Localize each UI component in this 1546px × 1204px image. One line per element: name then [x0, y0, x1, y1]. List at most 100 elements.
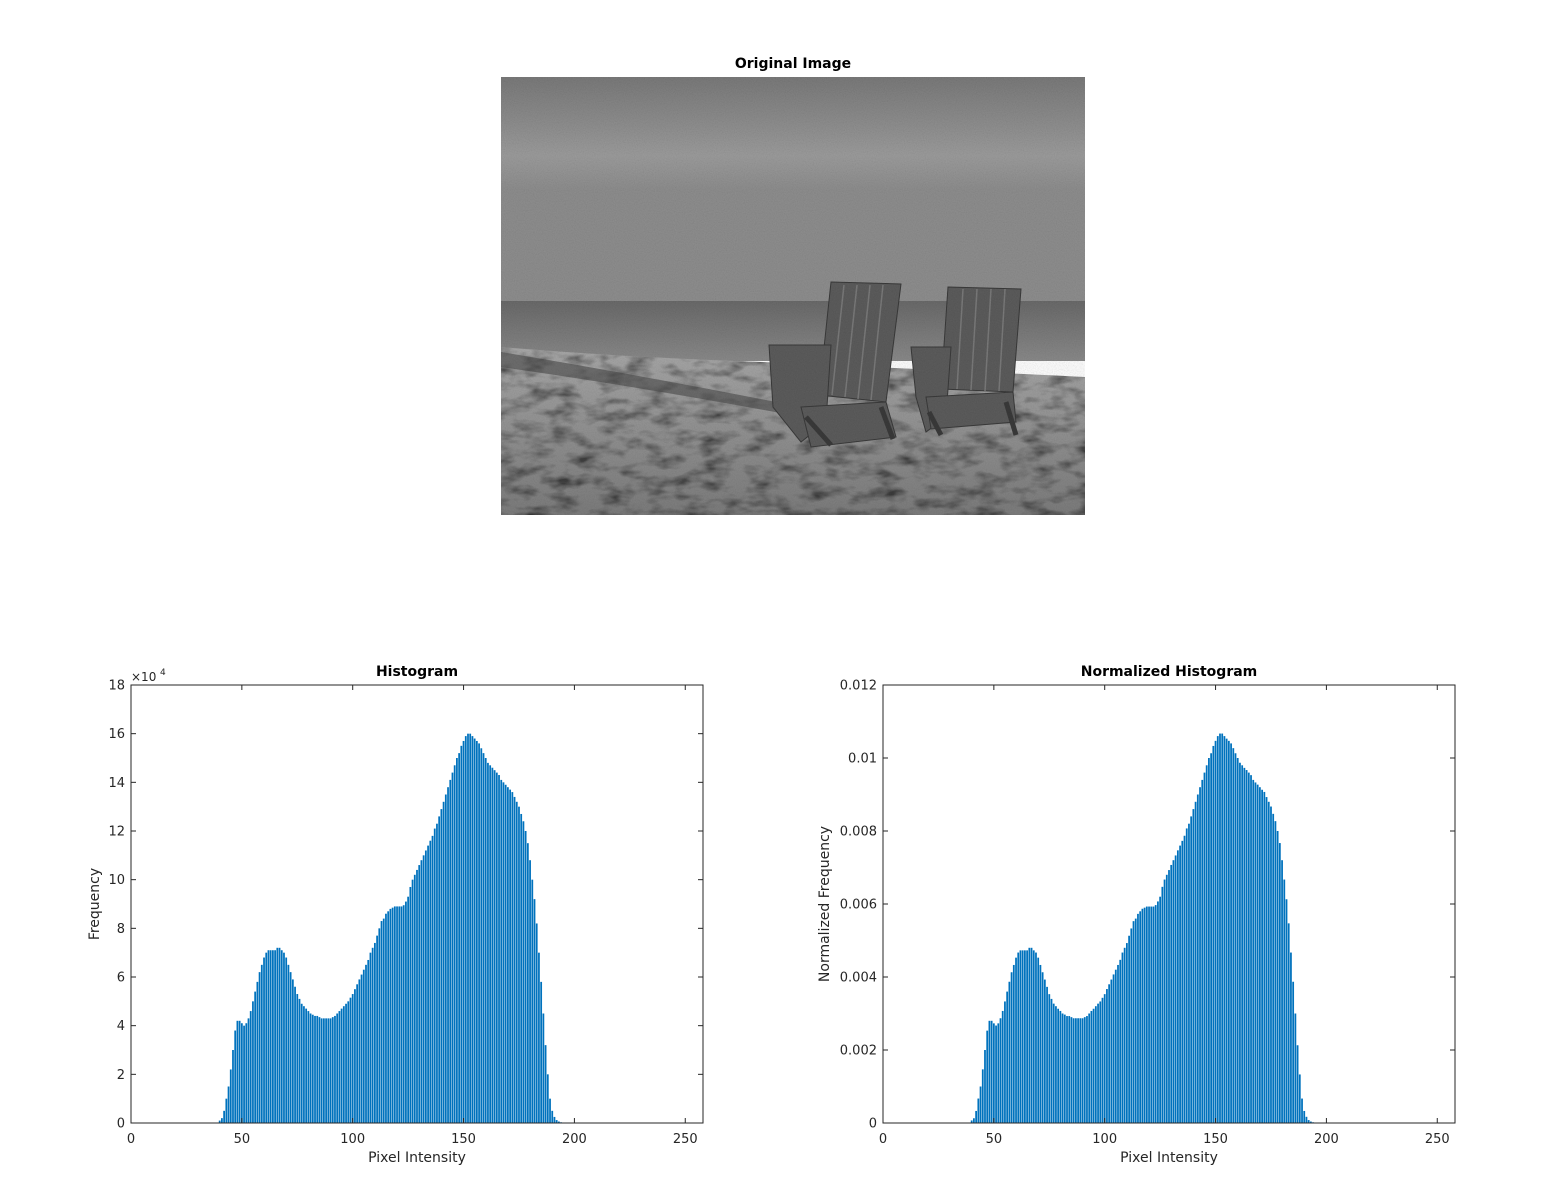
histogram-xtick-label: 250 — [673, 1132, 698, 1147]
normalized-histogram-bar — [1219, 733, 1221, 1123]
histogram-bar — [518, 806, 520, 1123]
histogram-bar — [473, 738, 476, 1123]
normalized-histogram-bar — [988, 1020, 991, 1123]
histogram-bar — [409, 886, 412, 1123]
histogram-bar — [360, 974, 363, 1123]
normalized-histogram-bar — [970, 1120, 973, 1123]
histogram-bar — [396, 906, 398, 1123]
normalized-histogram-bar — [1019, 950, 1022, 1123]
histogram-bar — [236, 1020, 239, 1123]
normalized-histogram-bar — [977, 1098, 980, 1123]
histogram-bar — [378, 928, 381, 1123]
normalized-histogram-bar — [1050, 998, 1053, 1123]
histogram-bar — [551, 1110, 554, 1123]
histogram-bar — [416, 869, 418, 1123]
histogram-bar — [267, 950, 270, 1123]
normalized-histogram-bar — [1068, 1016, 1071, 1123]
normalized-histogram-bar — [1192, 809, 1195, 1123]
normalized-histogram-bar — [1083, 1017, 1086, 1123]
normalized-histogram-bar — [1112, 974, 1115, 1123]
histogram-bar — [427, 845, 429, 1123]
histogram-bar — [283, 952, 285, 1123]
histogram-ytick-label: 6 — [117, 971, 125, 986]
histogram-bar — [305, 1008, 308, 1123]
histogram-bar — [413, 874, 416, 1123]
histogram-bar — [456, 758, 458, 1123]
histogram-bar — [478, 743, 480, 1123]
normalized-histogram-bar — [1281, 860, 1283, 1123]
normalized-histogram-bar — [1243, 767, 1246, 1123]
histogram-bar — [489, 765, 492, 1123]
normalized-histogram-bar — [1190, 816, 1193, 1123]
normalized-histogram-bar — [1041, 972, 1044, 1123]
normalized-histogram-bar — [1254, 782, 1257, 1123]
histogram-ytick-label: 14 — [108, 776, 125, 791]
histogram-bar — [373, 942, 376, 1123]
normalized-histogram-bar — [1001, 1010, 1004, 1123]
histogram-bar — [303, 1006, 305, 1123]
histogram-bar — [436, 823, 438, 1123]
normalized-histogram-bar — [1181, 840, 1184, 1123]
normalized-histogram-ylabel: Normalized Frequency — [817, 826, 833, 982]
normalized-histogram-bar — [1021, 950, 1024, 1123]
normalized-histogram-bar — [1145, 906, 1148, 1123]
histogram-bar — [238, 1020, 241, 1123]
normalized-histogram-bar — [1161, 886, 1164, 1123]
normalized-histogram-bar — [1154, 905, 1157, 1123]
normalized-histogram-bar — [1296, 1045, 1299, 1123]
normalized-histogram-bar — [1012, 964, 1015, 1123]
histogram-bar — [349, 997, 352, 1123]
histogram-bar — [256, 981, 259, 1123]
histogram-bar — [269, 950, 272, 1123]
histogram-bar — [480, 748, 483, 1123]
normalized-histogram-xtick-label: 150 — [1203, 1132, 1228, 1147]
normalized-histogram-bar — [1232, 748, 1235, 1123]
normalized-histogram-bar — [1172, 860, 1175, 1123]
normalized-histogram-bar — [992, 1023, 995, 1123]
histogram-bar — [285, 957, 288, 1123]
histogram-bar — [495, 772, 498, 1123]
normalized-histogram-bar — [1245, 770, 1248, 1123]
normalized-histogram-bar — [1130, 928, 1133, 1123]
histogram-bar — [232, 1050, 234, 1123]
histogram-bar — [422, 855, 425, 1123]
histogram-xtick-label: 200 — [562, 1132, 587, 1147]
histogram-bar — [467, 733, 469, 1123]
normalized-histogram-bar — [1121, 952, 1124, 1123]
normalized-histogram-bar — [1006, 991, 1009, 1123]
histogram-xtick-label: 50 — [234, 1132, 251, 1147]
histogram-bar — [325, 1018, 327, 1123]
histogram-bar — [320, 1018, 323, 1123]
histogram-bar — [418, 865, 421, 1123]
normalized-histogram-ytick-label: 0.006 — [840, 898, 877, 913]
beach-photo — [501, 77, 1085, 515]
histogram-bar — [533, 899, 536, 1123]
normalized-histogram-bar — [1077, 1018, 1079, 1123]
histogram-bar — [225, 1098, 228, 1123]
histogram-bar — [265, 952, 268, 1123]
normalized-histogram-bar — [1086, 1016, 1088, 1123]
histogram-bar — [316, 1015, 319, 1123]
histogram-bar — [440, 809, 443, 1123]
histogram-title: Histogram — [375, 664, 459, 680]
histogram-bar — [338, 1011, 341, 1123]
histogram-bar — [385, 913, 387, 1123]
histogram-bar — [260, 964, 263, 1123]
normalized-histogram-bar — [1137, 913, 1139, 1123]
normalized-histogram-bar — [1174, 855, 1177, 1123]
normalized-histogram-xtick-label: 0 — [879, 1132, 887, 1147]
normalized-histogram-bar — [1287, 923, 1290, 1123]
histogram-bar — [323, 1018, 325, 1123]
histogram-bar — [276, 947, 279, 1123]
normalized-histogram-bar — [1141, 908, 1144, 1123]
histogram-ytick-label: 2 — [117, 1068, 125, 1083]
normalized-histogram-bar — [979, 1086, 982, 1123]
histogram-axes: 0 50 100 150 200 250 0 2 4 6 8 10 12 14 16 18 — [108, 679, 704, 1147]
normalized-histogram-bar — [1278, 843, 1281, 1123]
histogram-bar — [493, 770, 496, 1123]
histogram-bar — [376, 935, 378, 1123]
histogram-bar — [531, 879, 534, 1123]
normalized-histogram-bar — [1170, 864, 1173, 1123]
normalized-histogram-bar — [1168, 870, 1170, 1123]
normalized-histogram-bar — [1055, 1006, 1057, 1123]
